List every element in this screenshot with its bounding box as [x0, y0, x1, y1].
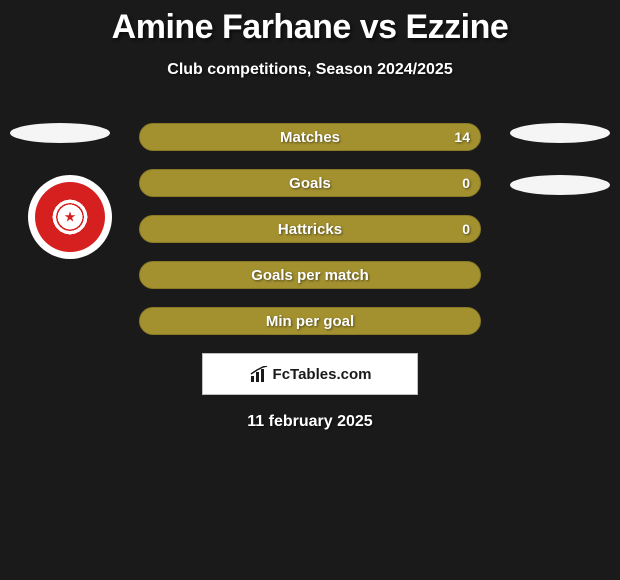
stat-value: 14 — [454, 129, 470, 145]
date-label: 11 february 2025 — [0, 413, 620, 431]
chart-icon — [249, 366, 269, 382]
stat-label: Goals per match — [251, 267, 369, 284]
stat-row-goals-per-match: Goals per match — [139, 261, 481, 289]
stat-label: Hattricks — [278, 221, 342, 238]
page-title: Amine Farhane vs Ezzine — [0, 0, 620, 47]
player-photo-right-2 — [510, 175, 610, 195]
club-badge-graphic: ★ — [35, 182, 105, 252]
star-icon: ★ — [64, 209, 77, 226]
club-badge: ★ — [28, 175, 112, 259]
brand-text: FcTables.com — [273, 366, 372, 383]
stat-row-min-per-goal: Min per goal — [139, 307, 481, 335]
stat-bars: Matches 14 Goals 0 Hattricks 0 Goals per… — [139, 123, 481, 335]
stat-row-goals: Goals 0 — [139, 169, 481, 197]
page-subtitle: Club competitions, Season 2024/2025 — [0, 61, 620, 79]
stat-value: 0 — [462, 221, 470, 237]
stat-row-hattricks: Hattricks 0 — [139, 215, 481, 243]
stat-label: Min per goal — [266, 313, 354, 330]
brand-badge: FcTables.com — [202, 353, 418, 395]
stat-label: Matches — [280, 129, 340, 146]
player-photo-right-1 — [510, 123, 610, 143]
stat-value: 0 — [462, 175, 470, 191]
stats-area: ★ Matches 14 Goals 0 Hattricks 0 Goals p… — [0, 123, 620, 431]
player-photo-left — [10, 123, 110, 143]
stat-row-matches: Matches 14 — [139, 123, 481, 151]
stat-label: Goals — [289, 175, 331, 192]
